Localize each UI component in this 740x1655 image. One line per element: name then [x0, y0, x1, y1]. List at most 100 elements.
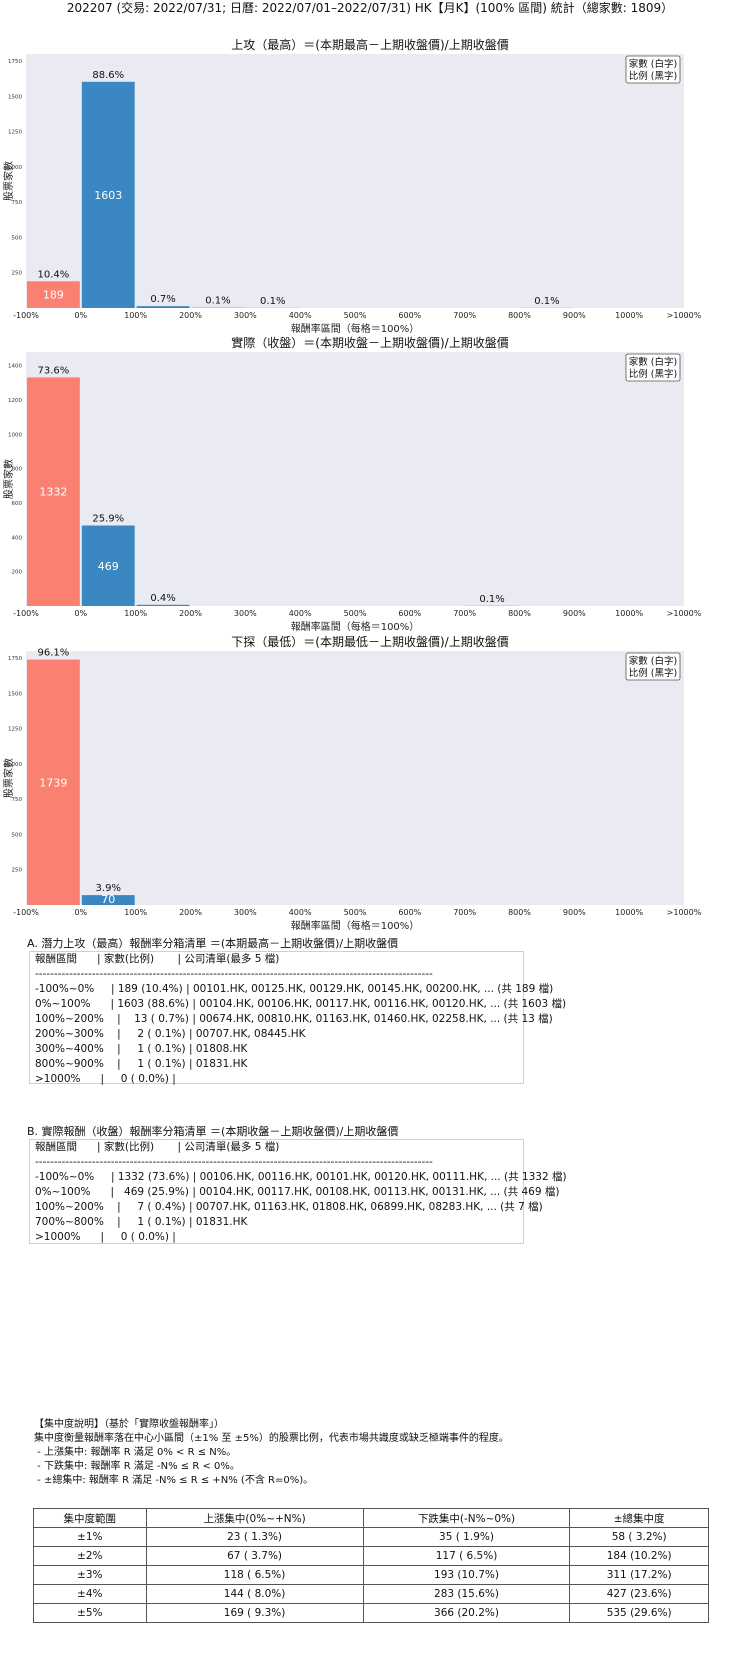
table-cell: 58 ( 3.2%) [569, 1527, 709, 1547]
x-tick-label: 200% [179, 311, 202, 320]
x-tick-label: 700% [453, 609, 476, 618]
bar-percent-label: 10.4% [38, 269, 70, 280]
table-cell: 535 (29.6%) [569, 1603, 709, 1623]
concentration-table: 集中度範圍 上漲集中(0%~+N%) 下跌集中(-N%~0%) ±總集中度 ±1… [33, 1508, 709, 1623]
table-cell: 118 ( 6.5%) [145, 1565, 364, 1585]
legend-item-count: 家數 (白字) [629, 655, 677, 667]
legend-box [625, 353, 681, 382]
y-tick-label: 1000 [8, 165, 22, 171]
table-header-cell: ±總集中度 [569, 1508, 709, 1528]
legend-item-count: 家數 (白字) [629, 356, 677, 368]
table-row: ±5% 169 ( 9.3%) 366 (20.2%) 535 (29.6%) [33, 1603, 709, 1623]
table-cell: ±3% [33, 1565, 147, 1585]
table-cell: ±2% [33, 1546, 147, 1566]
list-b-box: 報酬區間 | 家數(比例) | 公司清單(最多 5 檔) -----------… [29, 1139, 567, 1244]
table-cell: 144 ( 8.0%) [145, 1584, 364, 1604]
legend-box [625, 55, 681, 84]
bar-count-label: 1603 [94, 189, 122, 202]
table-header-cell: 集中度範圍 [33, 1508, 147, 1528]
table-cell: 67 ( 3.7%) [145, 1546, 364, 1566]
x-tick-label: 1000% [615, 908, 643, 917]
bar [27, 281, 80, 308]
list-a-box: 報酬區間 | 家數(比例) | 公司清單(最多 5 檔) -----------… [29, 951, 567, 1085]
x-tick-label: 1000% [615, 311, 643, 320]
table-row: ±3% 118 ( 6.5%) 193 (10.7%) 311 (17.2%) [33, 1565, 709, 1585]
table-cell: 23 ( 1.3%) [145, 1527, 364, 1547]
y-tick-label: 500 [12, 235, 23, 241]
x-tick-label: 600% [398, 609, 421, 618]
bar-count-label: 469 [98, 560, 119, 573]
x-tick-label: 200% [179, 609, 202, 618]
bar-percent-label: 0.1% [479, 594, 504, 605]
chart-upside-high: 上攻（最高）＝(本期最高－上期收盤價)/上期收盤價 250 500 750 1000 12… [2, 37, 702, 335]
list-row: 700%~800% | 1 ( 0.1%) | 01831.HK [35, 1216, 248, 1228]
x-tick-label: 600% [398, 908, 421, 917]
x-tick-label: 200% [179, 908, 202, 917]
bar [27, 377, 80, 606]
bar-percent-label: 3.9% [96, 883, 121, 894]
y-tick-label: 600 [12, 501, 23, 507]
list-row: 300%~400% | 1 ( 0.1%) | 01808.HK [35, 1043, 248, 1055]
report-header: 202207 (交易: 2022/07/31; 日曆: 2022/07/01–2… [66, 1, 674, 15]
x-tick-label: 400% [289, 609, 312, 618]
bar-percent-label: 0.1% [534, 296, 559, 307]
x-tick-label: -100% [13, 609, 39, 618]
table-row: ±2% 67 ( 3.7%) 117 ( 6.5%) 184 (10.2%) [33, 1546, 709, 1566]
y-tick-label: 1250 [8, 727, 22, 733]
list-a-title: A. 潛力上攻（最高）報酬率分箱清單 ＝(本期最高－上期收盤價)/上期收盤價 [27, 937, 399, 950]
list-row: >1000% | 0 ( 0.0%) | [35, 1073, 176, 1085]
bar-count-label: 70 [101, 893, 115, 906]
list-b-title: B. 實際報酬（收盤）報酬率分箱清單 ＝(本期收盤－上期收盤價)/上期收盤價 [27, 1125, 399, 1138]
x-tick-label: 400% [289, 311, 312, 320]
table-cell: 184 (10.2%) [569, 1546, 709, 1566]
bar [136, 604, 190, 606]
x-tick-label: 700% [453, 908, 476, 917]
table-header-cell: 下跌集中(-N%~0%) [362, 1508, 571, 1528]
table-header-row: 集中度範圍 上漲集中(0%~+N%) 下跌集中(-N%~0%) ±總集中度 [33, 1508, 709, 1528]
table-cell: 35 ( 1.9%) [362, 1527, 571, 1547]
list-row: 0%~100% | 1603 (88.6%) | 00104.HK, 00106… [35, 998, 567, 1010]
list-row: 報酬區間 | 家數(比例) | 公司清單(最多 5 檔) [35, 953, 280, 965]
legend-item-ratio: 比例 (黑字) [629, 667, 677, 679]
y-axis-label: 股票家數 [2, 459, 15, 499]
list-row: 100%~200% | 7 ( 0.4%) | 00707.HK, 01163.… [35, 1201, 543, 1213]
bar [81, 525, 135, 606]
y-axis-label: 股票家數 [2, 758, 15, 798]
x-tick-label: 600% [398, 311, 421, 320]
x-axis-label: 報酬率區間（每格＝100%） [291, 322, 420, 335]
x-tick-label: 800% [508, 609, 531, 618]
list-row: >1000% | 0 ( 0.0%) | [35, 1231, 176, 1243]
concentration-desc: 集中度衡量報酬率落在中心小區間（±1% 至 ±5%）的股票比例，代表市場共識度或… [34, 1433, 509, 1444]
bar-percent-label: 0.4% [150, 593, 175, 604]
x-tick-label: -100% [13, 311, 39, 320]
x-tick-label: 400% [289, 908, 312, 917]
y-tick-label: 750 [12, 200, 23, 206]
table-cell: 169 ( 9.3%) [145, 1603, 364, 1623]
bar [81, 81, 135, 308]
x-tick-label: 100% [124, 609, 147, 618]
x-tick-label: 100% [124, 311, 147, 320]
table-row: ±1% 23 ( 1.3%) 35 ( 1.9%) 58 ( 3.2%) [33, 1527, 709, 1547]
table-cell: 427 (23.6%) [569, 1584, 709, 1604]
table-header-cell: 上漲集中(0%~+N%) [145, 1508, 364, 1528]
bar-percent-label: 0.1% [205, 296, 230, 307]
list-row: -100%~0% | 189 (10.4%) | 00101.HK, 00125… [35, 983, 554, 995]
table-cell: 311 (17.2%) [569, 1565, 709, 1585]
bar [27, 659, 80, 905]
list-row: 100%~200% | 13 ( 0.7%) | 00674.HK, 00810… [35, 1013, 553, 1025]
x-tick-label: 900% [563, 908, 586, 917]
plot-area [26, 352, 684, 606]
list-row: ----------------------------------------… [35, 1156, 433, 1168]
legend-item-ratio: 比例 (黑字) [629, 70, 677, 82]
y-tick-label: 1400 [8, 364, 22, 370]
list-row: 報酬區間 | 家數(比例) | 公司清單(最多 5 檔) [35, 1141, 280, 1153]
y-tick-label: 1000 [8, 762, 22, 768]
y-tick-label: 750 [12, 797, 23, 803]
bar-percent-label: 0.1% [260, 296, 285, 307]
bar-percent-label: 96.1% [38, 648, 70, 659]
chart-title: 實際（收盤）＝(本期收盤－上期收盤價)/上期收盤價 [231, 335, 508, 350]
x-tick-label: 500% [344, 908, 367, 917]
chart-downside-low: 下探（最低）＝(本期最低－上期收盤價)/上期收盤價 250 500 750 1000 12… [2, 635, 702, 932]
x-tick-label: 300% [234, 609, 257, 618]
legend-item-count: 家數 (白字) [629, 58, 677, 70]
